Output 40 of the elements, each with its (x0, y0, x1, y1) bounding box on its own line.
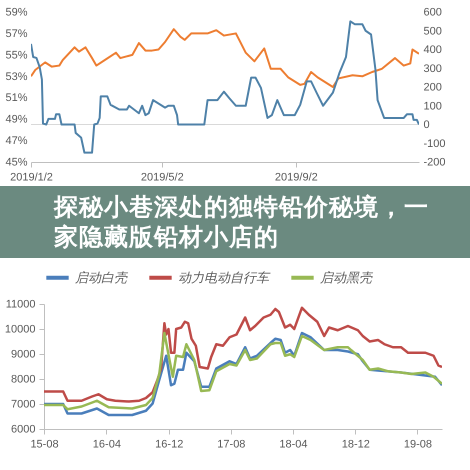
x-tick-label: 2019/9/2 (274, 172, 318, 184)
y2-tick-label: 600 (424, 6, 442, 18)
y-tick-label: 55% (5, 49, 28, 62)
y-tick-label: 8000 (11, 374, 36, 386)
line-series (31, 28, 419, 88)
x-tick-label: 17-08 (217, 438, 246, 450)
legend-label: 动力电动自行车 (178, 270, 271, 285)
y2-tick-label: 200 (424, 82, 442, 94)
y-tick-label: 49% (5, 114, 28, 126)
x-tick-label: 19-08 (404, 438, 432, 450)
y-tick-label: 59% (5, 6, 28, 18)
x-tick-label: 16-04 (92, 438, 121, 450)
y-tick-label: 57% (5, 28, 28, 40)
y-tick-label: 11000 (6, 298, 36, 310)
y2-tick-label: 100 (424, 100, 442, 112)
legend-label: 启动白壳 (75, 270, 129, 285)
y2-tick-label: 300 (424, 62, 442, 75)
x-tick-label: 16-12 (155, 438, 184, 450)
y2-tick-label: 0 (424, 119, 430, 131)
y-tick-label: 10000 (4, 324, 36, 336)
y-tick-label: 9000 (11, 348, 36, 360)
y-tick-label: 47% (5, 135, 28, 148)
x-tick-label: 18-12 (342, 438, 370, 450)
y-tick-label: 53% (5, 70, 28, 83)
y2-tick-label: 400 (424, 44, 442, 56)
chart-title: 探秘小巷深处的独特铅价秘境，一家隐藏版铅材小店的 (0, 186, 470, 258)
line-series (44, 306, 442, 403)
y-tick-label: 6000 (11, 424, 36, 436)
x-tick-label: 18-04 (279, 438, 308, 450)
x-tick-label: 2019/1/2 (10, 172, 53, 184)
x-tick-label: 15-08 (30, 438, 59, 450)
y2-tick-label: -200 (424, 156, 446, 168)
y-tick-label: 45% (5, 156, 28, 168)
y2-tick-label: -100 (424, 138, 446, 150)
y-tick-label: 7000 (11, 398, 36, 410)
x-tick-label: 2019/5/2 (140, 172, 184, 184)
legend-label: 启动黑壳 (320, 270, 374, 285)
y2-tick-label: 500 (424, 25, 442, 38)
y-tick-label: 51% (5, 92, 28, 104)
line-series (31, 20, 419, 154)
